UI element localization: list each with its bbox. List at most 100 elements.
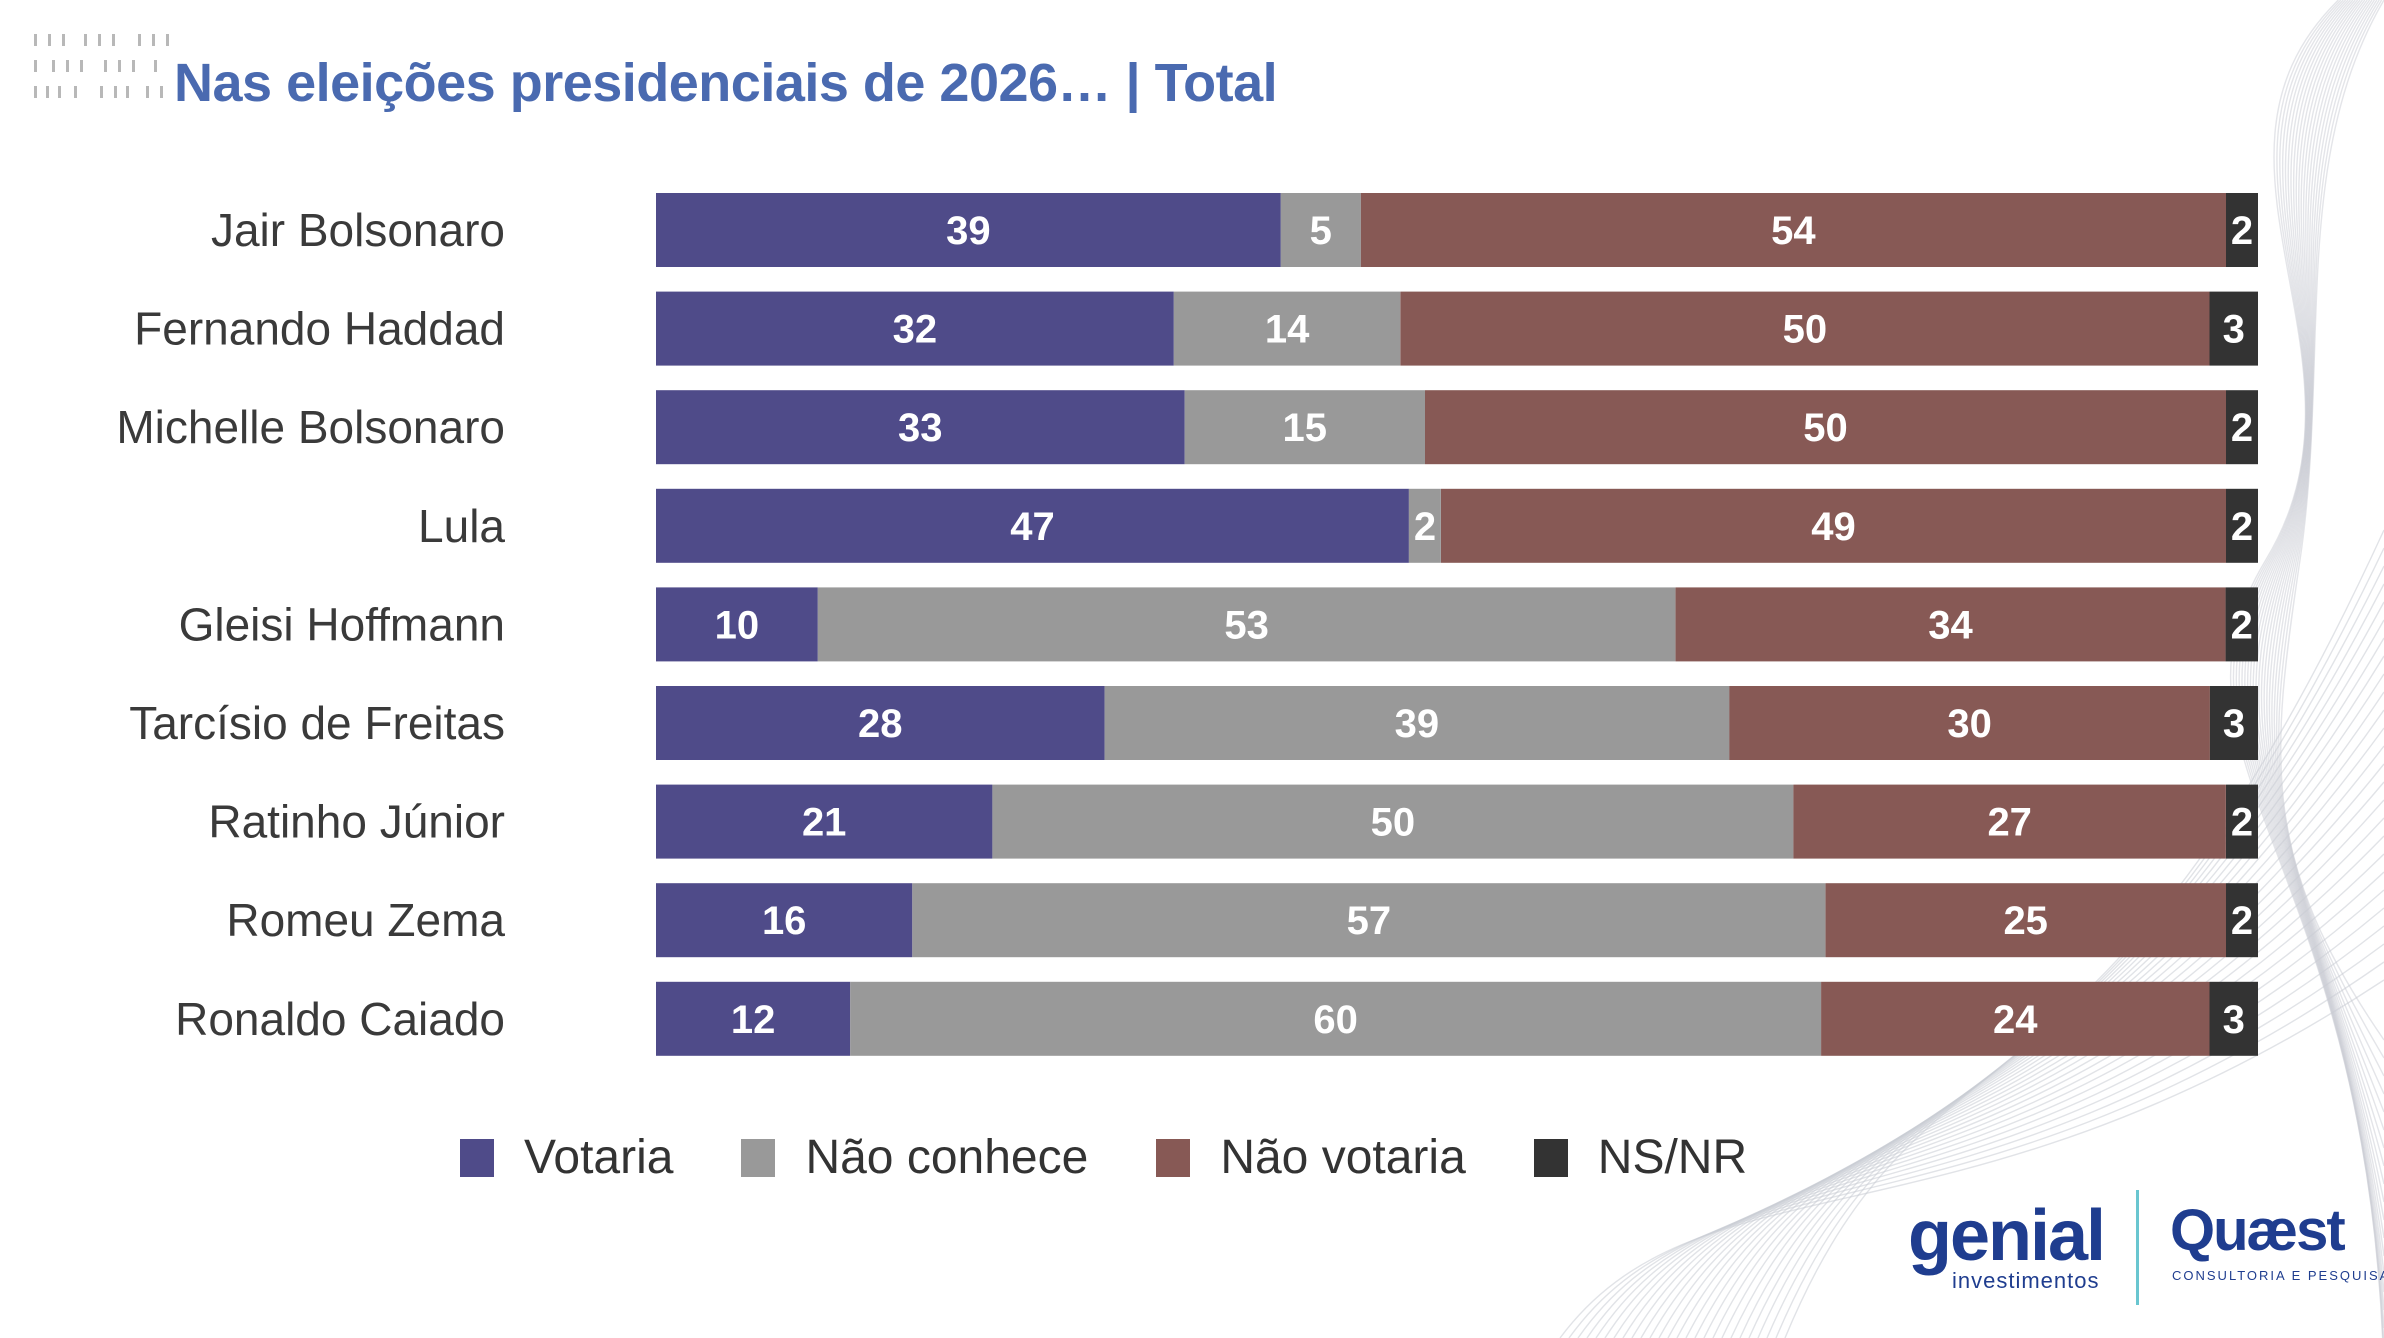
bar-segment xyxy=(1793,784,2226,859)
legend-swatch xyxy=(1533,1138,1568,1177)
bar-value-label: 3 xyxy=(2223,702,2245,746)
bar-segment xyxy=(2226,784,2258,859)
bar-segment xyxy=(1425,390,2226,465)
logo-divider xyxy=(2136,1190,2139,1305)
bar-value-label: 2 xyxy=(2231,209,2253,253)
bar-segment xyxy=(1825,883,2226,958)
genial-logo-subtitle: investimentos xyxy=(1952,1268,2100,1293)
category-label: Jair Bolsonaro xyxy=(211,204,505,256)
bar-segment xyxy=(656,587,818,662)
legend-item: Não conhece xyxy=(741,1130,1088,1185)
bar-value-label: 27 xyxy=(1987,801,2032,845)
bar-segment xyxy=(2209,981,2258,1056)
bar-segment xyxy=(1400,291,2210,366)
bar-value-label: 28 xyxy=(858,702,903,746)
bar-value-label: 49 xyxy=(1811,505,1856,549)
bar-segment xyxy=(656,784,993,859)
category-label: Ronaldo Caiado xyxy=(175,993,505,1045)
category-label: Ratinho Júnior xyxy=(208,796,505,848)
bar-segment xyxy=(1821,981,2210,1056)
bar-value-label: 2 xyxy=(1414,505,1436,549)
bar-value-label: 2 xyxy=(2231,603,2253,647)
bar-segment xyxy=(2225,587,2258,662)
bar-value-label: 30 xyxy=(1947,702,1992,746)
legend-item: NS/NR xyxy=(1533,1130,1748,1185)
bar-segment xyxy=(1104,686,1730,760)
bar-value-label: 60 xyxy=(1313,998,1358,1042)
bar-value-label: 3 xyxy=(2223,998,2245,1042)
category-label: Romeu Zema xyxy=(226,894,505,946)
category-label: Tarcísio de Freitas xyxy=(129,697,505,749)
bar-value-label: 39 xyxy=(946,209,991,253)
bar-segment xyxy=(1173,291,1401,366)
bar-value-label: 12 xyxy=(731,998,776,1042)
bar-segment xyxy=(2226,193,2258,267)
quaest-logo: Quæst xyxy=(2170,1198,2346,1263)
bar-segment xyxy=(1408,488,1441,563)
bar-value-label: 32 xyxy=(893,308,938,352)
bar-segment xyxy=(656,390,1185,465)
bar-segment xyxy=(1360,193,2226,267)
category-label: Gleisi Hoffmann xyxy=(179,598,505,650)
legend-label: Não votaria xyxy=(1220,1131,1466,1184)
bar-segment xyxy=(656,193,1281,267)
legend-swatch xyxy=(741,1138,776,1177)
bar-value-label: 34 xyxy=(1928,603,1973,647)
bar-value-label: 50 xyxy=(1803,406,1848,450)
bar-value-label: 15 xyxy=(1283,406,1328,450)
bar-segment xyxy=(992,784,1794,859)
quaest-logo-subtitle: CONSULTORIA E PESQUISA xyxy=(2172,1268,2384,1283)
bar-segment xyxy=(912,883,1826,958)
bar-value-label: 3 xyxy=(2223,308,2245,352)
bar-value-label: 50 xyxy=(1371,801,1416,845)
bar-segment xyxy=(656,488,1409,563)
bar-value-label: 53 xyxy=(1224,603,1269,647)
bar-segment xyxy=(2209,291,2258,366)
category-label: Michelle Bolsonaro xyxy=(116,401,505,453)
bar-value-label: 24 xyxy=(1993,998,2038,1042)
bar-value-label: 5 xyxy=(1310,209,1332,253)
legend-swatch xyxy=(1156,1138,1191,1177)
bar-value-label: 57 xyxy=(1347,899,1392,943)
bar-segment xyxy=(656,981,851,1056)
bar-segment xyxy=(656,883,913,958)
bar-segment xyxy=(2226,883,2258,958)
bar-value-label: 2 xyxy=(2231,505,2253,549)
bar-segment xyxy=(1729,686,2210,760)
bar-segment xyxy=(850,981,1822,1056)
bar-value-label: 21 xyxy=(802,801,847,845)
bar-value-label: 16 xyxy=(762,899,807,943)
bar-value-label: 2 xyxy=(2231,801,2253,845)
bar-segment xyxy=(656,686,1105,760)
logos: genial investimentos Quæst CONSULTORIA E… xyxy=(1900,1190,2384,1310)
bar-segment xyxy=(1675,587,2226,662)
bar-value-label: 50 xyxy=(1783,308,1828,352)
genial-logo: genial xyxy=(1908,1196,2106,1276)
bar-value-label: 33 xyxy=(898,406,943,450)
bar-value-label: 25 xyxy=(2003,899,2048,943)
legend-label: Votaria xyxy=(524,1131,674,1184)
bar-value-label: 10 xyxy=(715,603,760,647)
bar-value-label: 2 xyxy=(2231,406,2253,450)
bar-value-label: 54 xyxy=(1771,209,1816,253)
bar-value-label: 14 xyxy=(1265,308,1310,352)
bar-segment xyxy=(1280,193,1361,267)
bar-segment xyxy=(2226,488,2258,563)
legend-label: Não conhece xyxy=(805,1131,1089,1184)
bar-value-label: 47 xyxy=(1010,505,1055,549)
legend-item: Votaria xyxy=(460,1130,673,1185)
bar-segment xyxy=(817,587,1676,662)
decorative-dot-grid xyxy=(34,34,169,98)
bar-value-label: 39 xyxy=(1395,702,1440,746)
bar-segment xyxy=(1441,488,2226,563)
chart-legend: Votaria Não conhece Não votaria NS/NR xyxy=(460,1130,1815,1185)
bar-value-label: 2 xyxy=(2231,899,2253,943)
legend-label: NS/NR xyxy=(1597,1131,1748,1184)
category-label: Lula xyxy=(418,500,505,552)
bar-segment xyxy=(656,291,1174,366)
page-title: Nas eleições presidenciais de 2026… | To… xyxy=(174,53,1278,113)
bar-segment xyxy=(2209,686,2258,760)
legend-swatch xyxy=(460,1138,494,1177)
bar-segment xyxy=(2226,390,2258,465)
